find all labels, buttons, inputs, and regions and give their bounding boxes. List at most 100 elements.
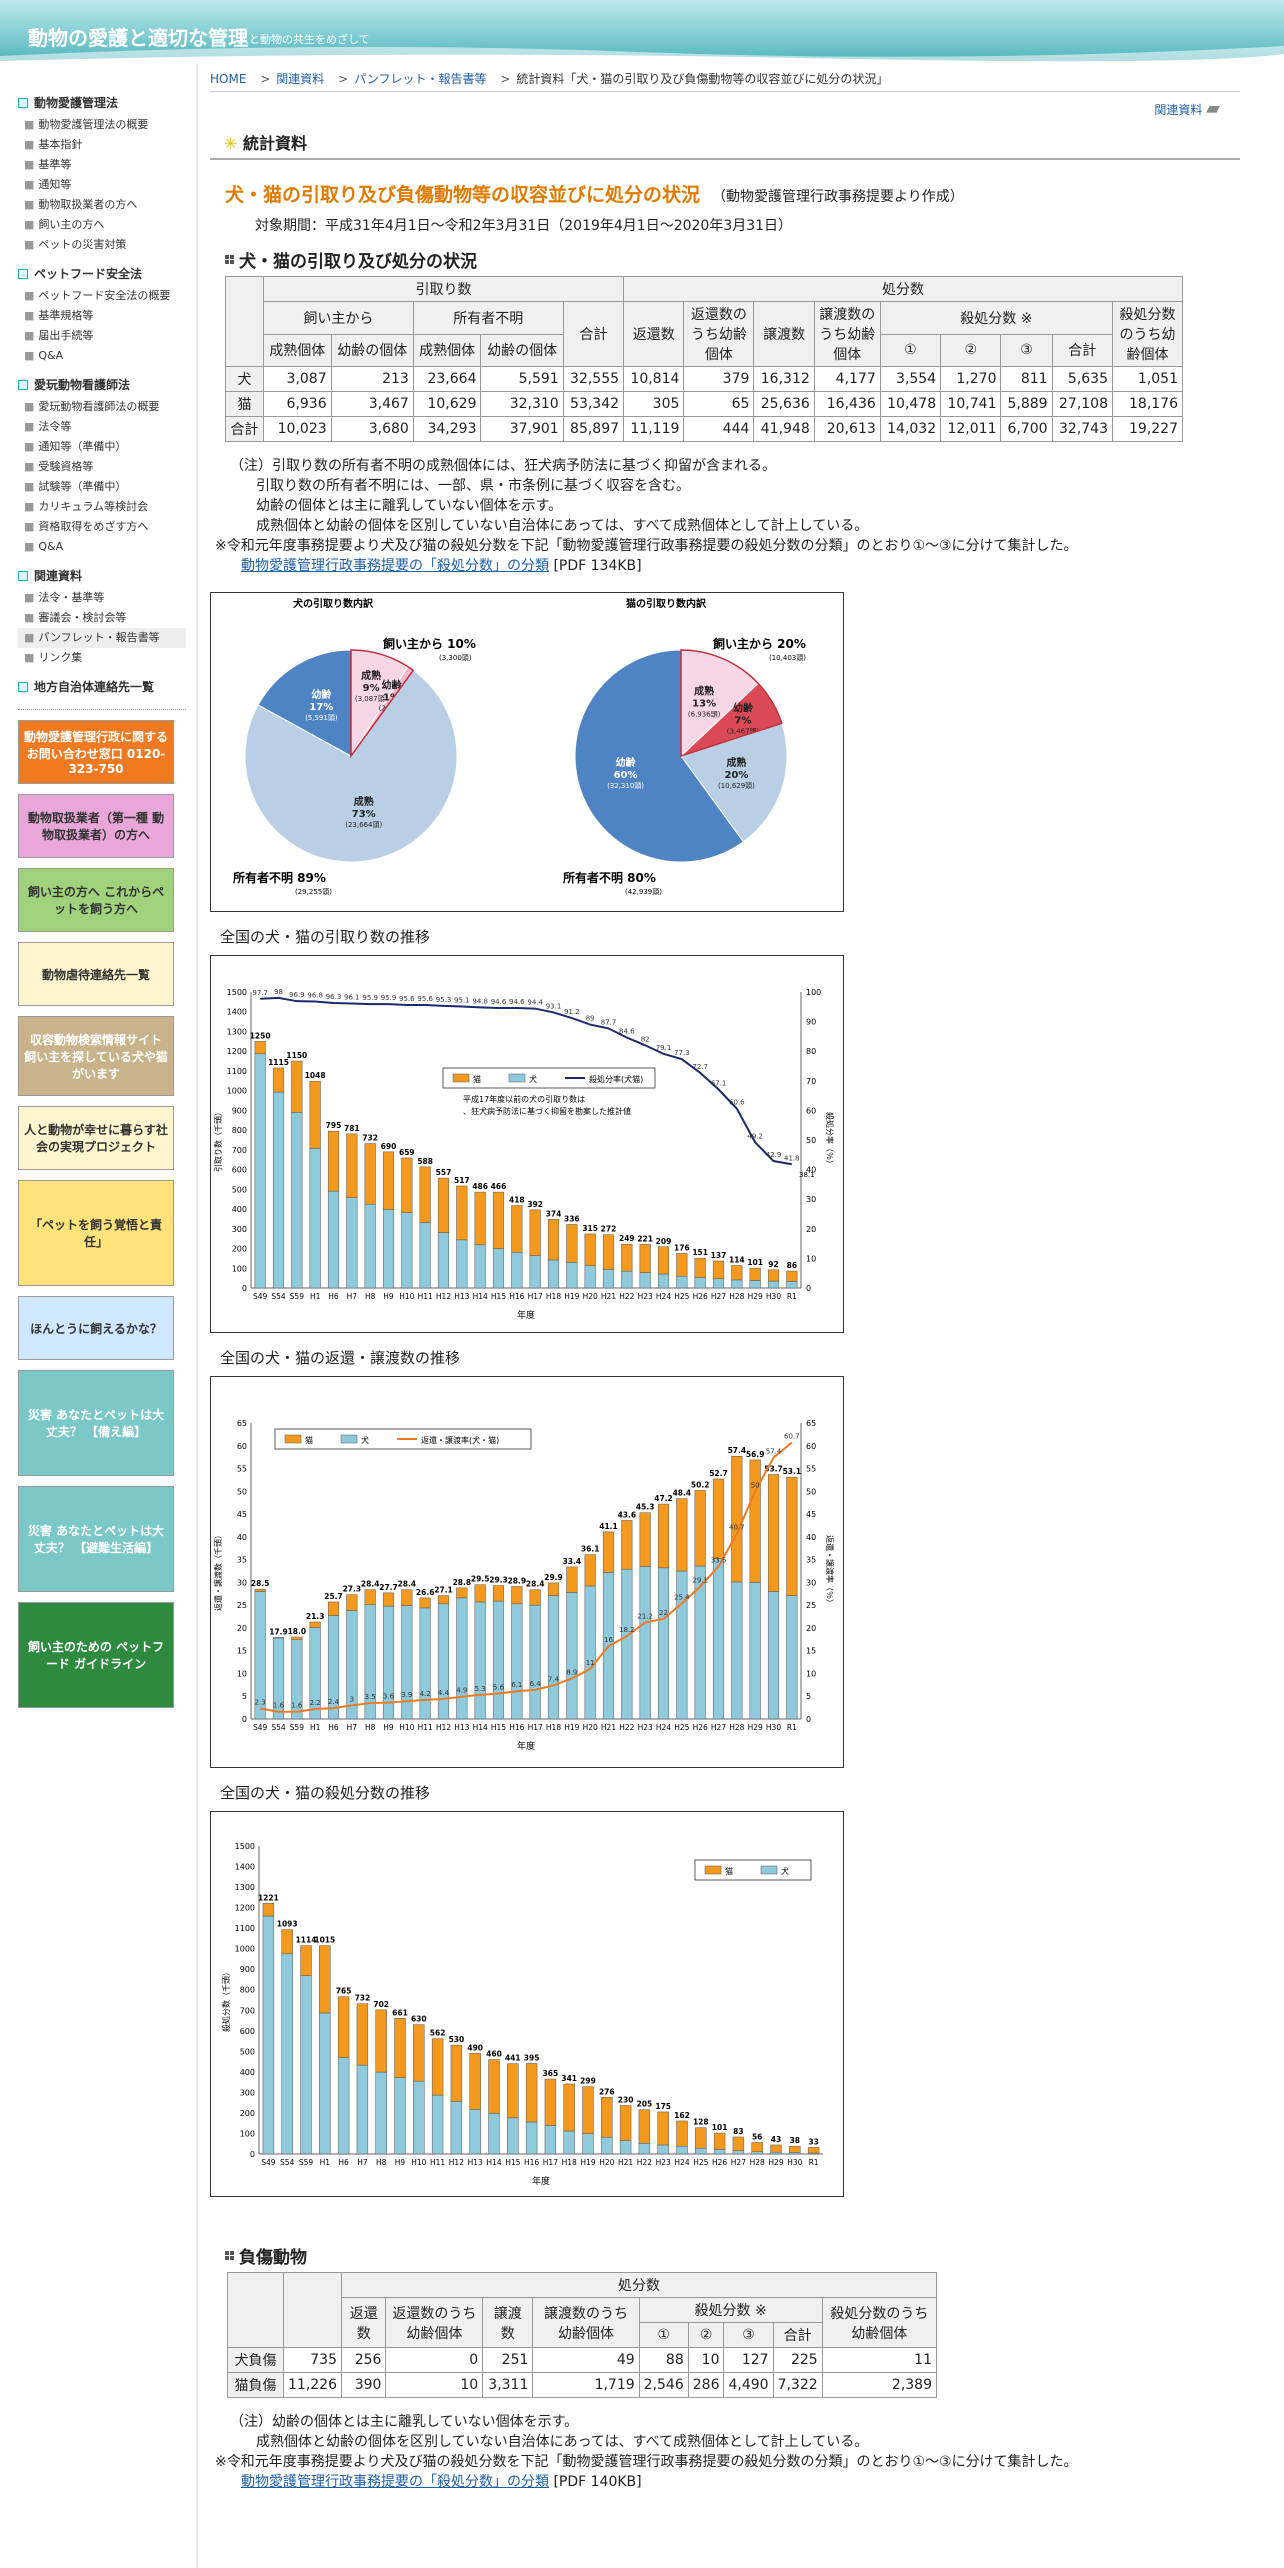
sidebar-item-label[interactable]: カリキュラム等検討会 <box>38 500 149 513</box>
sidebar-group-title[interactable]: 動物愛護管理法 <box>18 94 186 111</box>
table-cell: 390 <box>340 2372 387 2398</box>
sidebar-item[interactable]: ■ カリキュラム等検討会 <box>18 497 186 517</box>
sidebar-item[interactable]: ■ パンフレット・報告書等 <box>18 628 186 648</box>
x-tick-label: H9 <box>383 1723 394 1732</box>
sidebar-item-label[interactable]: 試験等（準備中） <box>38 480 127 493</box>
sidebar-item-label[interactable]: 基準等 <box>38 158 72 171</box>
x-tick-label: H18 <box>546 1723 561 1732</box>
sidebar-banner[interactable]: 飼い主の方へ これからペットを飼う方へ <box>18 868 174 932</box>
sidebar-item[interactable]: ■ ペットの災害対策 <box>18 235 186 255</box>
sidebar-group-title[interactable]: 愛玩動物看護師法 <box>18 376 186 393</box>
sidebar-item[interactable]: ■ ペットフード安全法の概要 <box>18 286 186 306</box>
sidebar-item[interactable]: ■ 動物愛護管理法の概要 <box>18 115 186 135</box>
breadcrumb-home[interactable]: HOME <box>210 72 247 86</box>
breadcrumb-related[interactable]: 関連資料 <box>276 72 325 86</box>
sidebar-banner[interactable]: 災害 あなたとペットは大丈夫？ 【備え編】 <box>18 1370 174 1476</box>
bar-total-label: 486 <box>472 1182 488 1191</box>
sidebar-item[interactable]: ■ Q&A <box>18 346 186 366</box>
site-title[interactable]: 動物の愛護と適切な管理 <box>28 26 248 50</box>
legend-label: 犬 <box>781 1866 789 1876</box>
sidebar-item[interactable]: ■ 動物取扱業者の方へ <box>18 195 186 215</box>
sidebar-item-label[interactable]: 基本指針 <box>38 138 83 151</box>
sidebar-item-label[interactable]: 審議会・検討会等 <box>38 611 127 624</box>
sidebar-item[interactable]: ■ 審議会・検討会等 <box>18 608 186 628</box>
sidebar-item[interactable]: ■ 通知等 <box>18 175 186 195</box>
sidebar-item-label[interactable]: 届出手続等 <box>38 329 94 342</box>
sidebar-banner[interactable]: 「ペットを飼う覚悟と責任」 <box>18 1180 174 1286</box>
sidebar-item[interactable]: ■ 受験資格等 <box>18 457 186 477</box>
classification-pdf-link[interactable]: 動物愛護管理行政事務提要の「殺処分数」の分類 <box>241 2474 549 2490</box>
sidebar-item[interactable]: ■ 資格取得をめざす方へ <box>18 517 186 537</box>
sidebar-item-label[interactable]: 資格取得をめざす方へ <box>38 520 149 533</box>
sidebar-item-label[interactable]: 飼い主の方へ <box>38 218 105 231</box>
sidebar-item-label[interactable]: 基準規格等 <box>38 309 94 322</box>
x-tick-label: H10 <box>399 1292 414 1301</box>
sidebar-item[interactable]: ■ 愛玩動物看護師法の概要 <box>18 397 186 417</box>
sidebar-item[interactable]: ■ 飼い主の方へ <box>18 215 186 235</box>
y-tick-label: 40 <box>237 1533 247 1542</box>
sidebar-banner[interactable]: 動物取扱業者（第一種 動物取扱業者）の方へ <box>18 794 174 858</box>
pie-slice <box>244 669 458 863</box>
sidebar-item[interactable]: ■ 基準規格等 <box>18 306 186 326</box>
sidebar-item[interactable]: ■ 法令等 <box>18 417 186 437</box>
sidebar-banner[interactable]: ほんとうに飼えるかな？ <box>18 1296 174 1360</box>
classification-pdf-link[interactable]: 動物愛護管理行政事務提要の「殺処分数」の分類 <box>241 558 549 574</box>
x-tick-label: H8 <box>376 2158 387 2167</box>
sidebar-item-label[interactable]: ペットの災害対策 <box>38 238 127 251</box>
square-bullet-icon <box>18 681 28 692</box>
bar-cat <box>262 1903 275 1917</box>
sidebar-item-label[interactable]: 動物取扱業者の方へ <box>38 198 138 211</box>
sidebar-item-label[interactable]: 受験資格等 <box>38 460 94 473</box>
bar-cat <box>488 2059 500 2114</box>
table-cell: 256 <box>340 2347 387 2373</box>
sidebar-item-label[interactable]: 動物愛護管理法の概要 <box>38 118 149 131</box>
pie-charts: 犬の引取り数内訳成熟9%(3,087頭)幼齢1%(213頭)成熟73%(23,6… <box>233 597 806 896</box>
sidebar-banner[interactable]: 動物愛護管理行政に関するお問い合わせ窓口 0120-323-750 <box>18 720 174 784</box>
sidebar-item-label[interactable]: リンク集 <box>38 651 83 664</box>
sidebar-group-title[interactable]: 関連資料 <box>18 567 186 584</box>
sidebar-item[interactable]: ■ 法令・基準等 <box>18 588 186 608</box>
sidebar-banner[interactable]: 動物虐待連絡先一覧 <box>18 942 174 1006</box>
sidebar-item[interactable]: ■ リンク集 <box>18 648 186 668</box>
bar-dog <box>602 1269 615 1289</box>
sidebar-banner[interactable]: 災害 あなたとペットは大丈夫？ 【避難生活編】 <box>18 1486 174 1592</box>
sidebar-group-label[interactable]: 地方自治体連絡先一覧 <box>34 680 155 694</box>
bar-cat <box>356 2003 369 2066</box>
sidebar-item[interactable]: ■ 通知等（準備中） <box>18 437 186 457</box>
sidebar-item-label[interactable]: Q&A <box>38 349 64 362</box>
sidebar-group-label[interactable]: 動物愛護管理法 <box>34 96 119 110</box>
sidebar-banner[interactable]: 飼い主のための ペットフード ガイドライン <box>18 1602 174 1708</box>
rate-label: 42.9 <box>766 1151 782 1159</box>
sidebar-item-label[interactable]: Q&A <box>38 540 64 553</box>
sidebar-group-label[interactable]: ペットフード安全法 <box>34 267 143 281</box>
sidebar: 動物愛護管理法 ■ 動物愛護管理法の概要 ■ 基本指針 ■ 基準等 ■ 通知等 ■ 動物取扱業者の方… <box>18 84 186 1708</box>
y2-tick-label: 60 <box>806 1106 816 1115</box>
x-tick-label: H9 <box>383 1292 394 1301</box>
sidebar-group-label[interactable]: 関連資料 <box>34 569 83 583</box>
sidebar-item-label[interactable]: パンフレット・報告書等 <box>38 631 160 644</box>
sidebar-item-label[interactable]: 通知等 <box>38 178 72 191</box>
sidebar-item[interactable]: ■ 基本指針 <box>18 135 186 155</box>
sidebar-group-title[interactable]: ペットフード安全法 <box>18 265 186 282</box>
sidebar-item-label[interactable]: 愛玩動物看護師法の概要 <box>38 400 160 413</box>
sidebar-item[interactable]: ■ 届出手続等 <box>18 326 186 346</box>
sidebar-item[interactable]: ■ 基準等 <box>18 155 186 175</box>
sidebar-item-label[interactable]: 通知等（準備中） <box>38 440 127 453</box>
pie-slice-name: 幼齢 <box>311 688 332 701</box>
sidebar-banner[interactable]: 収容動物検索情報サイト 飼い主を探している犬や猫がいます <box>18 1016 174 1096</box>
sidebar-item[interactable]: ■ 試験等（準備中） <box>18 477 186 497</box>
bar-dog <box>694 1277 706 1289</box>
sidebar-item-label[interactable]: 法令等 <box>38 420 72 433</box>
related-label[interactable]: 関連資料 <box>1154 103 1203 117</box>
breadcrumb-pamphlets[interactable]: パンフレット・報告書等 <box>354 72 487 86</box>
sidebar-item-label[interactable]: 法令・基準等 <box>38 591 105 604</box>
sidebar-banner[interactable]: 人と動物が幸せに暮らす社会の実現プロジェクト <box>18 1106 174 1170</box>
sidebar-item[interactable]: ■ Q&A <box>18 537 186 557</box>
rate-label: 95.1 <box>454 997 470 1005</box>
pie-slice-name: 成熟 <box>354 795 374 808</box>
sidebar-group-label[interactable]: 愛玩動物看護師法 <box>34 378 131 392</box>
sidebar-item-label[interactable]: ペットフード安全法の概要 <box>38 289 171 302</box>
sidebar-group-title[interactable]: 地方自治体連絡先一覧 <box>18 678 186 695</box>
bar-cat <box>619 2105 632 2141</box>
related-link[interactable]: 関連資料 ▰ <box>1154 98 1220 119</box>
